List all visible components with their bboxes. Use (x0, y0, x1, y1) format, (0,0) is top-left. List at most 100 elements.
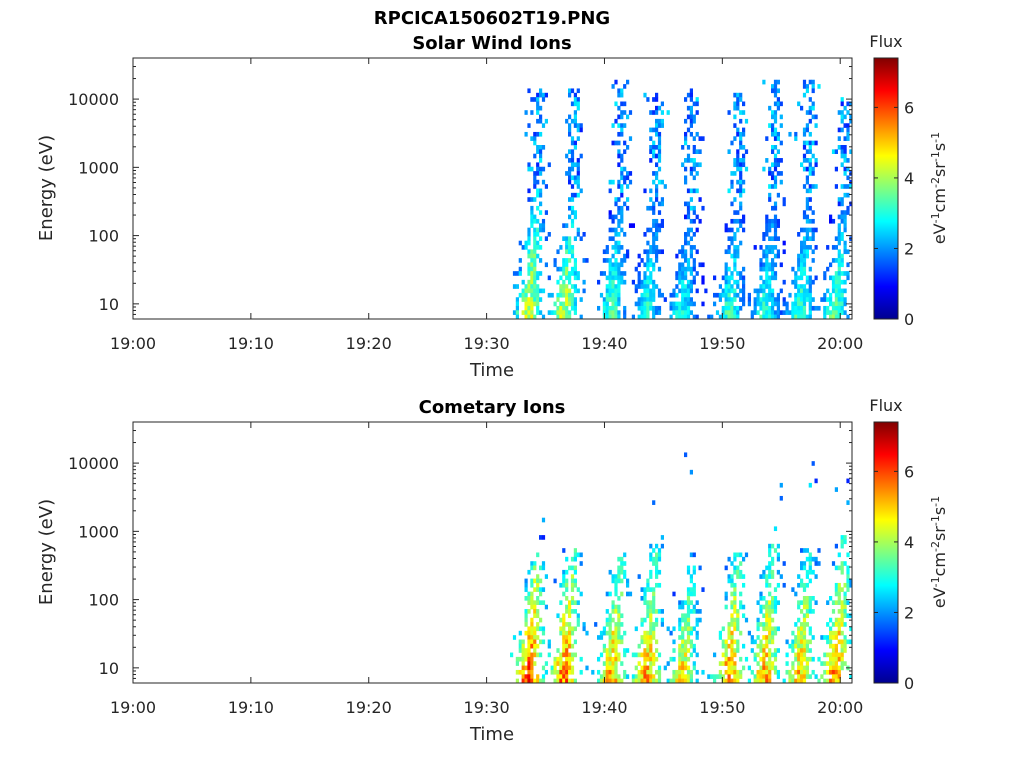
flux-cell (684, 310, 688, 315)
flux-cell (655, 123, 659, 128)
flux-cell (570, 565, 575, 571)
flux-cell (744, 656, 749, 662)
flux-cell (640, 292, 644, 298)
flux-cell (843, 301, 847, 307)
flux-cell (736, 92, 740, 98)
flux-cell (779, 158, 783, 163)
flux-cell (724, 656, 728, 662)
flux-cell (539, 535, 543, 540)
flux-cell (541, 630, 546, 636)
flux-cell (710, 674, 714, 679)
flux-cell (808, 205, 812, 211)
flux-cell (521, 279, 525, 285)
flux-cell (759, 643, 763, 649)
flux-cell (576, 123, 580, 128)
flux-cell (573, 310, 577, 315)
flux-cell (762, 656, 766, 662)
flux-cell (570, 192, 575, 198)
flux-cell (692, 136, 696, 141)
flux-cell (843, 123, 847, 128)
flux-cell (733, 305, 737, 311)
flux-cell (568, 279, 572, 285)
flux-cell (802, 271, 807, 276)
flux-cell (686, 613, 691, 619)
flux-cell (678, 648, 682, 653)
flux-cell (811, 140, 815, 146)
flux-cell (739, 201, 743, 207)
flux-cell (541, 565, 546, 571)
x-tick-label: 19:40 (581, 334, 627, 353)
flux-cell (759, 574, 763, 579)
flux-cell (727, 266, 731, 272)
flux-cell (776, 218, 780, 224)
flux-cell (805, 643, 809, 649)
flux-cell (623, 140, 627, 146)
spectrogram-cells (512, 79, 852, 324)
flux-cell (609, 319, 612, 324)
flux-cell (646, 262, 650, 268)
flux-cell (808, 674, 812, 679)
flux-cell (814, 600, 818, 605)
flux-cell (808, 561, 812, 566)
flux-cell (805, 574, 809, 579)
flux-cell (797, 678, 801, 683)
flux-cell (736, 249, 740, 255)
flux-cell (808, 639, 812, 645)
flux-cell (521, 288, 525, 294)
flux-cell (733, 236, 737, 241)
flux-cell (536, 271, 540, 276)
flux-cell (649, 543, 653, 549)
flux-cell (739, 140, 743, 146)
flux-cell (753, 639, 757, 645)
flux-cell (527, 232, 531, 237)
x-tick-label: 19:10 (228, 334, 274, 353)
flux-cell (597, 669, 601, 675)
flux-cell (808, 149, 812, 154)
flux-cell (617, 288, 621, 294)
flux-cell (617, 123, 621, 128)
flux-cell (628, 591, 633, 597)
flux-cell (684, 288, 688, 294)
flux-cell (736, 669, 740, 675)
flux-cell (808, 162, 812, 168)
flux-cell (765, 622, 769, 627)
flux-cell (556, 678, 560, 683)
flux-cell (773, 310, 778, 315)
flux-cell (768, 249, 772, 255)
flux-cell (519, 683, 522, 688)
flux-cell (536, 582, 540, 588)
flux-cell (614, 683, 617, 688)
flux-cell (570, 175, 575, 181)
flux-cell (652, 587, 656, 592)
flux-cell (614, 669, 618, 675)
flux-cell (730, 661, 734, 666)
flux-cell (808, 569, 812, 575)
flux-cell (773, 596, 778, 601)
flux-cell (797, 574, 801, 579)
flux-cell (614, 118, 618, 124)
flux-cell (840, 543, 844, 549)
flux-cell (733, 245, 737, 250)
flux-cell (527, 310, 531, 315)
flux-cell (811, 461, 815, 466)
flux-cell (811, 184, 815, 189)
flux-cell (617, 153, 621, 159)
flux-cell (623, 669, 627, 675)
flux-cell (518, 656, 522, 662)
flux-cell (814, 140, 818, 146)
flux-cell (614, 578, 618, 584)
flux-cell (602, 310, 606, 315)
flux-cell (797, 305, 801, 311)
flux-cell (559, 683, 562, 688)
flux-cell (802, 140, 807, 146)
flux-cell (570, 158, 575, 163)
flux-cell (805, 661, 809, 666)
flux-cell (562, 635, 566, 640)
flux-cell (765, 136, 769, 141)
flux-cell (655, 192, 659, 198)
flux-cell (739, 275, 743, 281)
flux-cell (771, 596, 775, 601)
flux-cell (797, 626, 801, 632)
flux-cell (565, 643, 569, 649)
flux-cell (826, 245, 830, 250)
